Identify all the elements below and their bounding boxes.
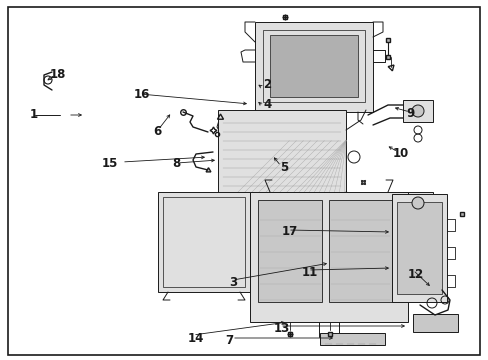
Bar	[412, 314, 457, 332]
Bar	[396, 202, 441, 294]
Bar	[163, 197, 244, 287]
Text: 17: 17	[282, 225, 298, 238]
Text: 12: 12	[407, 267, 424, 280]
Bar	[319, 333, 384, 345]
Text: 8: 8	[172, 157, 180, 171]
Text: 11: 11	[302, 266, 318, 279]
Text: 15: 15	[102, 157, 118, 171]
Text: 7: 7	[224, 334, 233, 347]
Text: 14: 14	[187, 332, 204, 345]
Text: 9: 9	[405, 108, 413, 121]
Text: 1: 1	[30, 108, 38, 121]
Bar	[402, 192, 432, 214]
Bar	[263, 30, 364, 102]
Text: 6: 6	[153, 126, 161, 139]
Bar	[391, 194, 446, 302]
Bar	[249, 192, 407, 322]
Bar	[218, 110, 346, 212]
Text: 16: 16	[134, 87, 150, 100]
Circle shape	[411, 197, 423, 209]
Bar	[158, 192, 249, 292]
Text: 3: 3	[228, 275, 237, 288]
Bar	[328, 200, 392, 302]
Circle shape	[411, 105, 423, 117]
Bar	[402, 100, 432, 122]
Bar	[269, 35, 357, 97]
Text: 18: 18	[50, 68, 66, 81]
Text: 5: 5	[280, 162, 287, 175]
Text: 10: 10	[392, 148, 408, 161]
Text: 2: 2	[263, 78, 270, 91]
Text: 13: 13	[273, 321, 290, 334]
Bar	[258, 200, 321, 302]
Text: 4: 4	[263, 98, 271, 111]
Bar	[254, 22, 372, 112]
